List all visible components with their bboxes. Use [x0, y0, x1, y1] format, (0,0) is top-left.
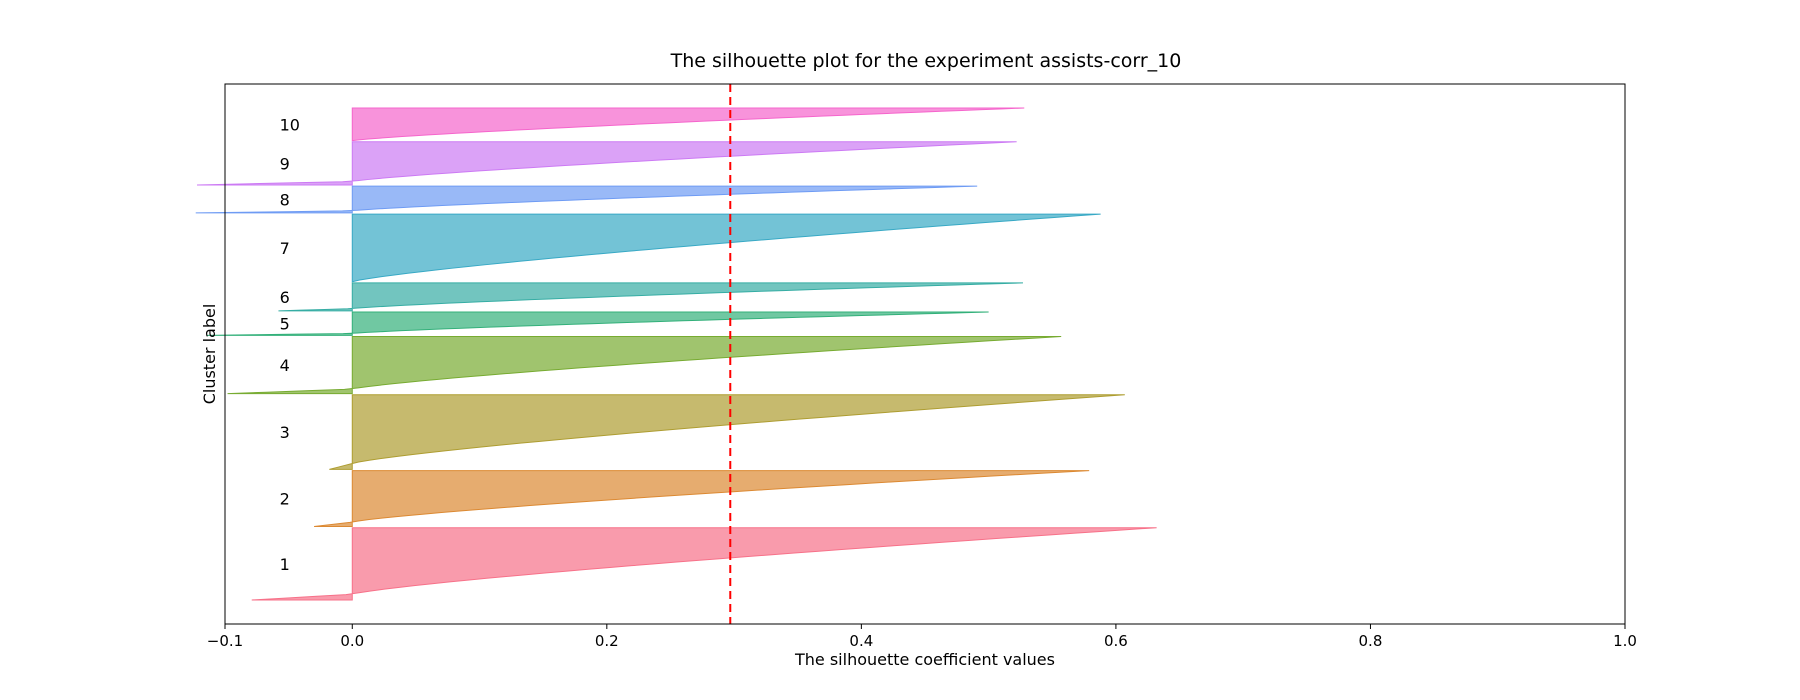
cluster-2-silhouette	[314, 470, 1090, 528]
cluster-label-5: 5	[280, 315, 290, 334]
cluster-label-2: 2	[280, 490, 290, 509]
x-tick-label: −0.1	[207, 632, 243, 650]
cluster-label-7: 7	[280, 239, 290, 258]
cluster-label-3: 3	[280, 423, 290, 442]
x-axis-ticks: −0.1 0.0 0.2 0.4 0.6 0.8 1.0	[207, 624, 1637, 650]
cluster-label-8: 8	[280, 191, 290, 210]
cluster-label-6: 6	[280, 288, 290, 307]
cluster-3-silhouette	[329, 394, 1125, 470]
x-axis-label: The silhouette coefficient values	[794, 650, 1055, 669]
cluster-label-9: 9	[280, 154, 290, 173]
x-tick-label: 0.2	[595, 632, 619, 650]
x-tick-label: 0.6	[1104, 632, 1128, 650]
y-axis-label: Cluster label	[200, 304, 219, 405]
cluster-10-silhouette	[351, 107, 1025, 142]
cluster-5-silhouette	[207, 311, 989, 336]
cluster-8-silhouette	[195, 185, 978, 214]
x-tick-label: 1.0	[1613, 632, 1637, 650]
cluster-label-1: 1	[280, 555, 290, 574]
cluster-7-silhouette	[351, 213, 1101, 283]
cluster-label-10: 10	[280, 115, 300, 134]
x-tick-label: 0.0	[340, 632, 364, 650]
x-tick-label: 0.4	[849, 632, 873, 650]
cluster-9-silhouette	[196, 141, 1017, 186]
x-tick-label: 0.8	[1359, 632, 1383, 650]
cluster-label-4: 4	[280, 356, 290, 375]
cluster-6-silhouette	[278, 282, 1024, 312]
plot-frame	[224, 83, 1626, 625]
chart-title: The silhouette plot for the experiment a…	[670, 50, 1182, 72]
cluster-4-silhouette	[227, 336, 1062, 395]
cluster-1-silhouette	[251, 527, 1157, 601]
clusters-layer: 1 2 3 4 5 6 7 8 9 10	[195, 107, 1157, 601]
